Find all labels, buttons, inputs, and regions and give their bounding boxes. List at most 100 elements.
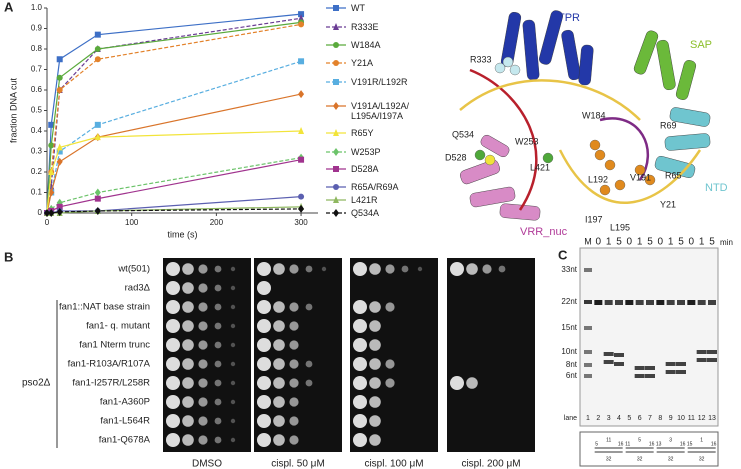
- substrate-band: [656, 300, 665, 305]
- lane-number: 12: [698, 415, 706, 422]
- substrate-length: 1: [700, 437, 703, 443]
- marker: [333, 5, 339, 11]
- marker: [56, 157, 63, 166]
- lane-number: 10: [677, 415, 685, 422]
- colony-spot: [289, 378, 299, 388]
- size-label: 33nt: [561, 265, 577, 274]
- colony-spot: [273, 263, 285, 275]
- strain-label: fan1-A360P: [100, 397, 150, 408]
- substrate-length: 5: [638, 437, 641, 443]
- marker: [333, 166, 339, 172]
- strain-label: fan1-Q678A: [99, 435, 151, 446]
- series-line: [46, 157, 302, 214]
- colony-spot: [230, 285, 236, 291]
- colony-spot: [166, 433, 180, 447]
- colony-spot: [214, 436, 222, 444]
- substrate-band: [677, 300, 685, 305]
- y-tick-label: 0.6: [31, 85, 43, 94]
- marker-band: [584, 300, 592, 304]
- product-band: [614, 353, 624, 357]
- residue: [599, 184, 611, 196]
- colony-spot: [182, 415, 194, 427]
- helix: [499, 203, 541, 221]
- size-label: 22nt: [561, 297, 577, 306]
- marker: [48, 168, 55, 175]
- strain-label: fan1-L564R: [100, 416, 150, 427]
- product-band: [676, 362, 686, 366]
- y-tick-label: 0.7: [31, 65, 43, 74]
- substrate-length: 11: [606, 437, 611, 443]
- marker: [298, 204, 305, 213]
- colony-spot: [230, 380, 236, 386]
- marker-band: [584, 374, 592, 378]
- substrate-band: [646, 300, 654, 305]
- helix: [561, 29, 581, 81]
- condition-label: cispl. 200 μM: [461, 459, 520, 469]
- legend-label: Q534A: [351, 208, 380, 218]
- time-unit: min: [720, 238, 733, 247]
- substrate-total: 32: [668, 456, 674, 462]
- lane-number: 13: [708, 415, 716, 422]
- colony-spot: [257, 414, 271, 428]
- marker: [94, 46, 101, 52]
- colony-spot: [214, 360, 222, 368]
- strain-label: fan1::NAT base strain: [59, 302, 150, 313]
- marker: [56, 143, 63, 151]
- residue: [594, 149, 606, 161]
- series-line: [46, 13, 302, 214]
- colony-spot: [166, 281, 180, 295]
- substrate-band: [666, 300, 675, 305]
- structure-label: Y21: [660, 199, 676, 209]
- structure-label: L192: [588, 174, 608, 184]
- lane-number: 4: [617, 415, 621, 422]
- x-tick-label: 100: [125, 218, 139, 227]
- colony-spot: [273, 377, 285, 389]
- plate: [447, 258, 535, 452]
- series-line: [46, 93, 302, 214]
- colony-spot: [273, 434, 285, 446]
- panel-letter: A: [4, 0, 14, 14]
- marker: [333, 184, 339, 190]
- time-label: 0: [689, 237, 695, 248]
- colony-spot: [198, 264, 208, 274]
- colony-spot: [401, 265, 409, 273]
- y-tick-label: 0.8: [31, 44, 43, 53]
- size-label: 15nt: [561, 323, 577, 332]
- colony-spot: [214, 417, 222, 425]
- x-tick-label: 300: [294, 218, 308, 227]
- legend-label: W184A: [351, 40, 381, 50]
- colony-spot: [273, 320, 285, 332]
- colony-spot: [214, 303, 222, 311]
- helix: [654, 155, 696, 179]
- colony-spot: [385, 359, 395, 369]
- substrate-band: [687, 300, 696, 305]
- structure-label: L421: [530, 162, 550, 172]
- lane-number: 5: [627, 415, 631, 422]
- product-band: [634, 374, 645, 378]
- colony-spot: [182, 377, 194, 389]
- colony-spot: [482, 264, 492, 274]
- colony-spot: [257, 319, 271, 333]
- colony-spot: [273, 415, 285, 427]
- colony-spot: [214, 379, 222, 387]
- loop: [558, 149, 702, 205]
- colony-spot: [289, 397, 299, 407]
- marker: [48, 142, 55, 149]
- colony-spot: [166, 300, 180, 314]
- series-line: [46, 130, 302, 214]
- structure-label: TPR: [558, 12, 580, 24]
- legend-label: D528A: [351, 164, 379, 174]
- strain-label: fan1 Nterm trunc: [79, 340, 150, 351]
- y-tick-label: 0.1: [31, 188, 43, 197]
- colony-spot: [369, 301, 381, 313]
- colony-spot: [257, 433, 271, 447]
- colony-spot: [273, 396, 285, 408]
- helix: [669, 107, 711, 127]
- residue: [484, 154, 496, 166]
- colony-spot: [214, 322, 222, 330]
- lane-number: 1: [586, 415, 590, 422]
- legend-label: R333E: [351, 22, 379, 32]
- colony-spot: [369, 320, 381, 332]
- colony-spot: [214, 341, 222, 349]
- marker: [333, 23, 339, 30]
